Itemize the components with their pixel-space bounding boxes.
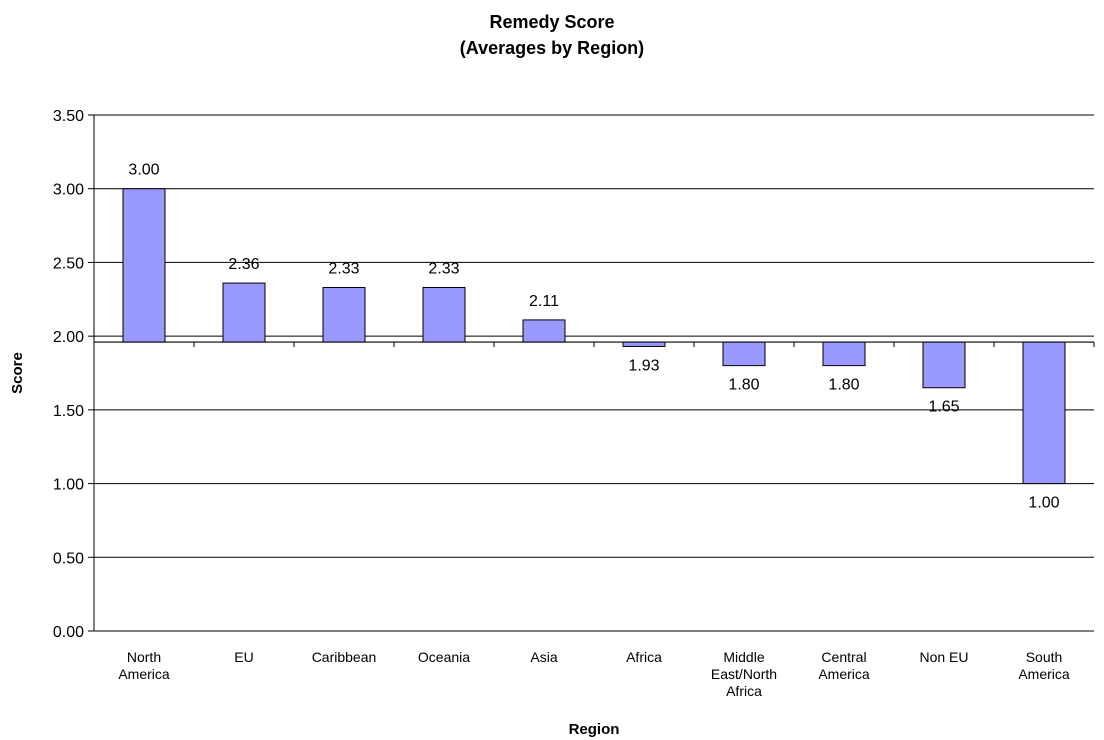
x-category-label-line: Oceania (418, 649, 470, 665)
y-tick-label: 3.50 (53, 108, 84, 125)
x-category-label: North America (118, 649, 170, 682)
x-category-label: Africa (626, 649, 662, 665)
y-tick-label: 2.00 (53, 329, 84, 346)
chart-title-line: (Averages by Region) (460, 38, 644, 58)
x-category-label-line: South (1026, 649, 1063, 665)
x-category-label-line: EU (234, 649, 253, 665)
x-category-label: South America (1018, 649, 1070, 682)
bar (122, 188, 166, 343)
y-tick-labels: 0.00 0.50 1.00 1.50 2.00 2.50 3.00 3.50 (53, 108, 94, 641)
x-category-label-line: America (818, 666, 870, 682)
bar (922, 341, 966, 389)
x-category-label-line: North (127, 649, 161, 665)
bar (1022, 341, 1066, 485)
data-label: 1.93 (628, 357, 659, 374)
bar (322, 286, 366, 343)
data-label: 2.11 (529, 293, 559, 310)
data-label: 1.80 (728, 377, 759, 394)
chart-title-line: Remedy Score (489, 12, 614, 32)
data-label: 2.36 (228, 256, 259, 273)
x-category-label: Central America (818, 649, 870, 682)
x-category-label-line: East/North (711, 666, 777, 682)
x-category-label: EU (234, 649, 253, 665)
bar (722, 341, 766, 367)
data-label: 3.00 (128, 162, 159, 179)
bar (622, 341, 666, 347)
bar (422, 286, 466, 343)
y-tick-label: 1.00 (53, 477, 84, 494)
bar (522, 319, 566, 343)
y-axis-title: Score (9, 352, 26, 394)
data-labels: 3.00 2.36 2.33 2.33 2.11 1.93 1.80 1.80 1.65 1.00 (128, 162, 1059, 512)
y-tick-label: 0.00 (53, 624, 84, 641)
y-tick-label: 3.00 (53, 182, 84, 199)
x-category-label-line: Africa (726, 683, 762, 699)
x-category-label: Caribbean (312, 649, 377, 665)
y-tick-label: 0.50 (53, 550, 84, 567)
x-category-label-line: America (118, 666, 170, 682)
x-category-label: Middle East/North Africa (711, 649, 777, 699)
x-axis-title: Region (569, 721, 620, 738)
data-label: 2.33 (328, 260, 359, 277)
y-tick-label: 1.50 (53, 403, 84, 420)
bars (122, 188, 1066, 485)
bar (822, 341, 866, 367)
bar (222, 282, 266, 343)
x-category-label-line: Asia (530, 649, 557, 665)
x-category-label-line: Caribbean (312, 649, 377, 665)
y-tick-label: 2.50 (53, 255, 84, 272)
axes (93, 115, 1095, 631)
data-label: 1.00 (1028, 495, 1059, 512)
data-label: 1.65 (928, 399, 959, 416)
x-category-label: Oceania (418, 649, 470, 665)
data-label: 2.33 (428, 260, 459, 277)
chart-title: Remedy Score (Averages by Region) (460, 12, 644, 58)
x-category-label: Asia (530, 649, 557, 665)
x-category-label-line: Middle (723, 649, 764, 665)
x-category-label-line: Central (821, 649, 866, 665)
data-label: 1.80 (828, 377, 859, 394)
x-category-label: Non EU (919, 649, 968, 665)
x-category-label-line: America (1018, 666, 1070, 682)
x-category-label-line: Africa (626, 649, 662, 665)
x-category-label-line: Non EU (919, 649, 968, 665)
